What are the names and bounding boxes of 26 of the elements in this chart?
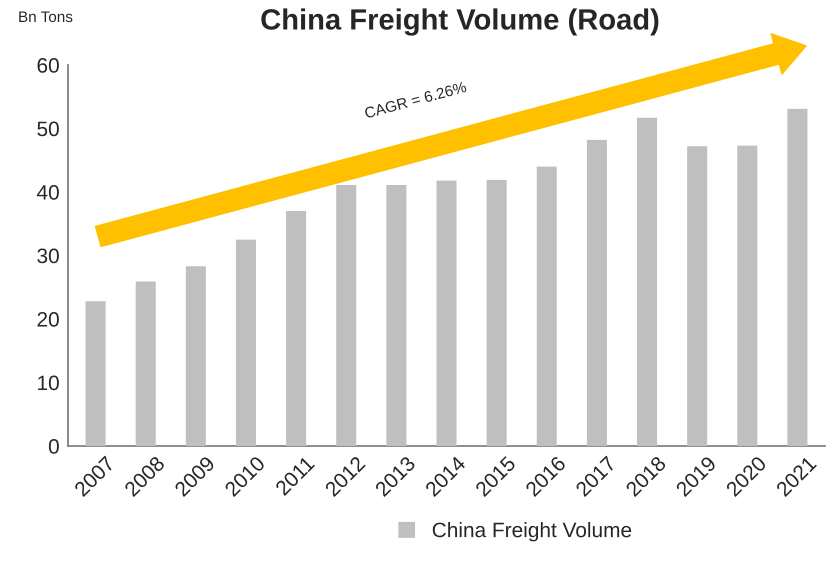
bar	[687, 146, 708, 446]
bar	[536, 166, 557, 446]
bar	[386, 185, 406, 446]
bar	[436, 180, 457, 446]
y-tick-label: 10	[38, 376, 59, 390]
y-tick-label: 50	[37, 122, 59, 136]
bar	[236, 240, 256, 446]
bar	[586, 140, 607, 446]
bar	[787, 108, 808, 446]
chart-title: China Freight Volume (Road)	[261, 8, 658, 36]
y-tick-label: 60	[38, 58, 59, 73]
bar	[86, 301, 106, 446]
annotation: CAGR = 6.26%	[364, 81, 467, 119]
bar	[737, 146, 758, 446]
y-tick-label: 30	[37, 248, 59, 264]
bar	[136, 282, 156, 446]
bar	[186, 266, 206, 446]
bar	[637, 118, 658, 446]
legend-label: China Freight Volume	[432, 522, 632, 542]
y-tick-label: 0	[48, 439, 59, 454]
y-axis-title: Bn Tons	[19, 11, 72, 22]
bar	[336, 185, 356, 446]
y-tick-label: 20	[38, 312, 59, 327]
bar	[286, 211, 306, 446]
y-tick-label: 40	[36, 185, 59, 200]
bar	[486, 180, 507, 446]
